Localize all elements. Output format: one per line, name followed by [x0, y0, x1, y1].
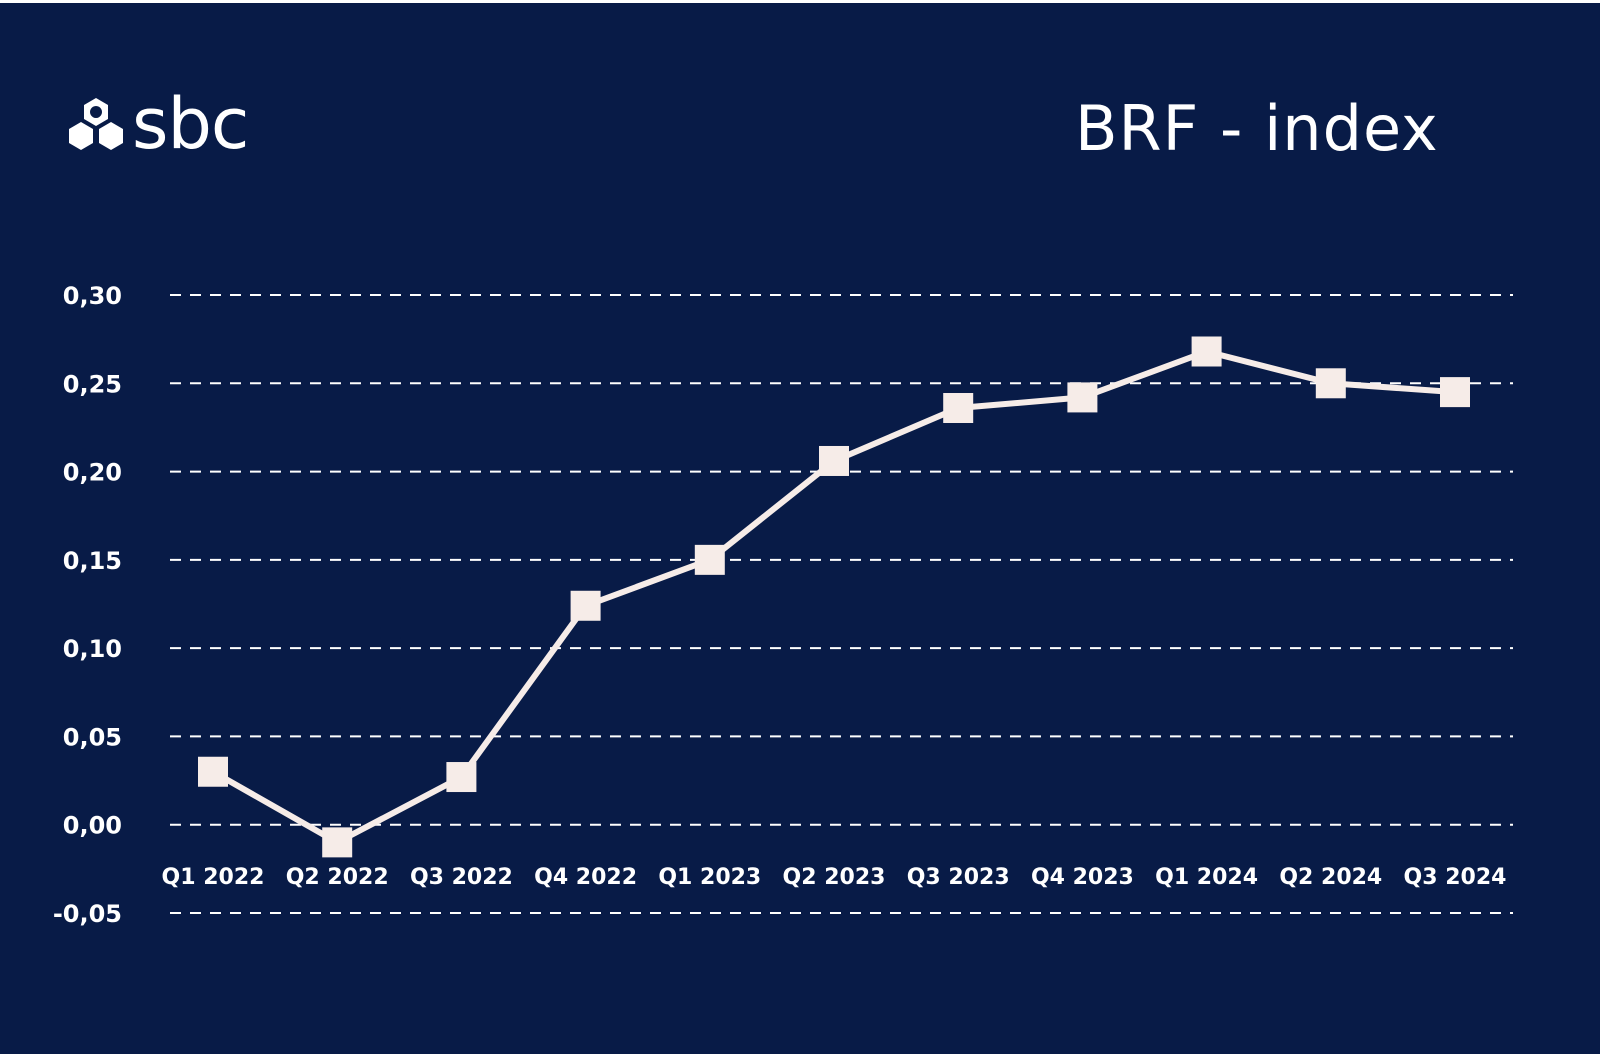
y-tick-label: 0,25	[63, 370, 122, 398]
y-tick-label: 0,20	[63, 459, 122, 487]
data-point-marker	[694, 544, 725, 575]
grid-lines	[170, 294, 1513, 914]
y-axis-ticks: -0,05 0,00 0,05 0,10 0,15 0,20 0,25 0,30	[53, 282, 122, 928]
hexagon-logo-icon	[69, 98, 123, 150]
y-tick-label: 0,05	[63, 723, 122, 751]
x-tick-label: Q3 2024	[1404, 865, 1507, 890]
x-tick-label: Q4 2023	[1031, 865, 1134, 890]
chart-title: BRF - index	[1075, 92, 1439, 165]
data-point-marker	[570, 590, 601, 621]
data-point-marker	[446, 762, 477, 793]
x-tick-label: Q2 2022	[286, 865, 389, 890]
sbc-logo: sbc	[68, 83, 249, 165]
x-tick-label: Q4 2022	[534, 865, 637, 890]
data-point-marker	[819, 445, 849, 476]
data-point-marker	[1067, 382, 1098, 413]
x-tick-label: Q3 2022	[410, 865, 513, 890]
x-tick-label: Q2 2023	[783, 865, 886, 890]
data-point-marker	[198, 756, 228, 787]
data-point-marker	[1191, 336, 1222, 367]
y-tick-label: -0,05	[53, 900, 122, 928]
data-markers	[198, 336, 1470, 858]
chart-panel	[0, 3, 1600, 1054]
series-line	[211, 348, 1456, 846]
x-tick-label: Q2 2024	[1279, 865, 1382, 890]
x-tick-label: Q1 2023	[658, 865, 761, 890]
y-tick-label: 0,30	[63, 282, 122, 310]
logo-text: sbc	[132, 83, 249, 165]
x-axis-ticks: Q1 2022 Q2 2022 Q3 2022 Q4 2022 Q1 2023 Q2 20…	[162, 865, 1507, 890]
data-point-marker	[943, 393, 974, 424]
y-tick-label: 0,15	[63, 547, 122, 575]
x-tick-label: Q1 2022	[162, 865, 265, 890]
x-tick-label: Q1 2024	[1155, 865, 1258, 890]
data-point-marker	[322, 827, 353, 858]
data-point-marker	[1315, 368, 1346, 399]
y-tick-label: 0,00	[63, 812, 122, 840]
y-tick-label: 0,10	[63, 635, 122, 663]
data-point-marker	[1440, 377, 1470, 408]
x-tick-label: Q3 2023	[907, 865, 1010, 890]
